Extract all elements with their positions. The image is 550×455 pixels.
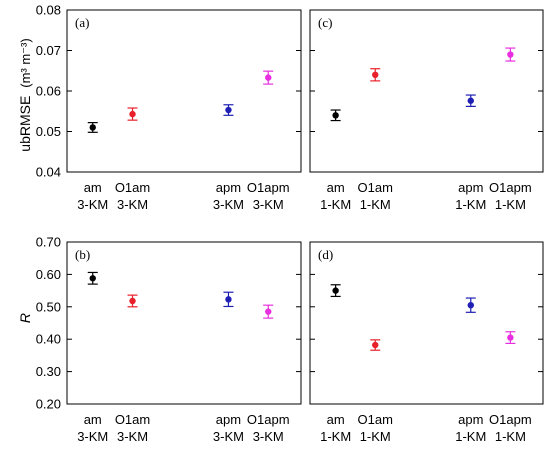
category-label-bottom: 3-KM [213,197,244,212]
data-point [129,297,136,305]
category-label-bottom: 3-KM [77,429,108,444]
ytick-label: 0.40 [36,332,61,347]
data-point [225,296,232,303]
ylabel-r: R [17,313,33,323]
category-label-top: am [327,412,345,427]
panel-label: (d) [318,247,333,262]
category-label-bottom: 1-KM [455,429,486,444]
ytick-label: 0.50 [36,299,61,314]
category-label-top: O1apm [247,180,290,195]
panel-label: (c) [318,15,332,30]
category-label-top: O1am [115,412,150,427]
category-label-bottom: 3-KM [117,429,148,444]
panel-frame [309,9,544,173]
ytick-label: 0.60 [36,267,61,282]
category-label-top: apm [458,412,483,427]
category-label-top: am [84,180,102,195]
category-label-bottom: 3-KM [213,429,244,444]
category-label-top: O1am [358,412,393,427]
data-point [225,106,232,114]
data-point [507,51,514,58]
category-label-top: O1apm [489,412,532,427]
ytick-label: 0.08 [36,3,61,18]
category-label-bottom: 1-KM [320,429,351,444]
panel-frame [66,9,302,173]
category-label-top: am [84,412,102,427]
category-label-bottom: 1-KM [495,197,526,212]
ytick-label: 0.07 [36,43,61,58]
ytick-label: 0.05 [36,124,61,139]
category-label-bottom: 3-KM [117,197,148,212]
ytick-label: 0.06 [36,84,61,99]
panel-label: (b) [75,247,90,262]
category-label-top: O1am [115,180,150,195]
ytick-label: 0.20 [36,397,61,412]
category-label-bottom: 1-KM [320,197,351,212]
data-point [467,97,474,104]
data-point [89,124,96,131]
category-label-bottom: 1-KM [360,197,391,212]
category-label-top: O1apm [247,412,290,427]
data-point [372,71,379,79]
ylabel-ubrmse-unit: (m³ m⁻³) [18,38,33,87]
category-label-bottom: 3-KM [253,197,284,212]
category-label-top: apm [216,180,241,195]
data-point [332,287,339,294]
data-point [265,308,272,315]
category-label-top: apm [458,180,483,195]
category-label-bottom: 1-KM [360,429,391,444]
ylabel-ubrmse-main: ubRMSE [17,96,33,152]
ytick-label: 0.30 [36,364,61,379]
panel-frame [309,241,544,405]
data-point [467,301,474,309]
panel-label: (a) [75,15,89,30]
ytick-label: 0.70 [36,235,61,250]
data-point [89,275,96,282]
data-point [129,110,136,118]
data-point [265,74,272,81]
ylabel-ubrmse: ubRMSE (m³ m⁻³) [17,38,33,151]
panel-frame [66,241,302,405]
category-label-bottom: 1-KM [455,197,486,212]
category-label-top: am [327,180,345,195]
panel-b: 0.20 0.30 0.40 0.50 0.60 0.70 (b) am 3-KM O1am 3-K… [36,235,302,444]
category-label-bottom: 3-KM [77,197,108,212]
data-point [332,112,339,119]
category-label-bottom: 3-KM [253,429,284,444]
category-label-bottom: 1-KM [495,429,526,444]
ytick-label: 0.04 [36,165,61,180]
data-point [507,334,514,341]
category-label-top: O1am [358,180,393,195]
category-label-top: apm [216,412,241,427]
panel-a: 0.04 0.05 0.06 0.07 0.08 (a) am 3-KM O1am 3-KM apm… [36,3,302,212]
data-point [372,341,379,349]
category-label-top: O1apm [489,180,532,195]
